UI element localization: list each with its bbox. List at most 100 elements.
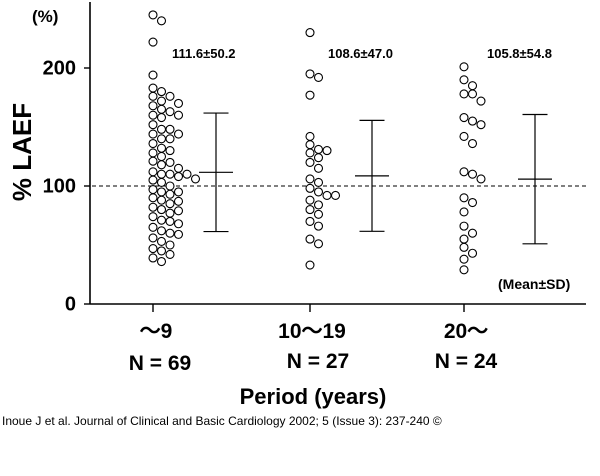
data-point	[148, 167, 158, 177]
data-point	[476, 120, 486, 130]
data-point	[173, 110, 184, 120]
data-point	[459, 131, 469, 141]
data-point	[165, 208, 175, 218]
stat-label: 111.6±50.2	[172, 46, 236, 61]
n-label: N = 27	[287, 350, 349, 373]
data-point	[313, 177, 324, 188]
data-point	[313, 187, 324, 197]
data-point	[173, 98, 184, 108]
data-point	[156, 215, 167, 225]
chart-marks	[148, 10, 552, 275]
data-point	[459, 207, 469, 217]
data-point	[173, 229, 184, 239]
data-point	[313, 209, 324, 219]
data-point	[305, 234, 315, 244]
n-label: N = 69	[129, 352, 191, 375]
data-point	[156, 16, 167, 26]
data-point	[305, 195, 315, 205]
data-point	[148, 212, 158, 222]
data-point	[459, 234, 469, 244]
data-point	[165, 181, 175, 191]
n-label: N = 24	[435, 350, 498, 373]
data-point	[156, 205, 167, 215]
data-point	[156, 195, 167, 205]
data-point	[459, 265, 469, 275]
data-point	[156, 87, 167, 97]
mean-sd-note: (Mean±SD)	[498, 276, 570, 292]
y-axis-label: % LAEF	[7, 103, 37, 201]
data-point	[313, 239, 324, 249]
data-point	[190, 174, 201, 184]
citation: Inoue J et al. Journal of Clinical and B…	[2, 414, 442, 428]
data-point	[156, 169, 167, 179]
data-point	[156, 236, 167, 247]
data-point	[467, 197, 478, 208]
data-point	[305, 216, 315, 226]
data-point	[165, 199, 175, 209]
data-point	[148, 138, 158, 149]
data-point	[148, 148, 158, 158]
data-point	[313, 144, 324, 154]
data-point	[467, 248, 478, 258]
data-point	[305, 157, 315, 167]
data-point	[156, 134, 167, 144]
data-point	[173, 129, 184, 139]
y-axis-unit: (%)	[32, 7, 58, 26]
data-point	[467, 116, 478, 126]
data-point	[148, 129, 158, 139]
data-point	[156, 256, 167, 267]
data-point	[173, 196, 184, 206]
data-point	[322, 146, 332, 156]
data-point	[156, 113, 167, 123]
data-point	[459, 254, 469, 264]
category-label: 10～19	[278, 320, 346, 343]
data-point	[148, 193, 158, 203]
data-point	[313, 221, 324, 231]
data-point	[165, 134, 175, 144]
data-point	[459, 167, 469, 177]
data-point	[305, 174, 315, 184]
data-point	[156, 187, 167, 197]
data-point	[156, 124, 167, 134]
data-point	[156, 160, 167, 170]
data-point	[459, 113, 469, 123]
data-point	[467, 228, 478, 238]
data-point	[305, 205, 315, 215]
data-point	[148, 83, 158, 93]
data-point	[313, 200, 324, 210]
data-point	[313, 163, 324, 173]
data-point	[148, 175, 158, 185]
data-point	[305, 148, 315, 158]
data-point	[313, 72, 324, 82]
data-point	[165, 157, 175, 167]
data-point	[148, 202, 158, 212]
data-point	[165, 107, 175, 117]
data-point	[148, 110, 158, 120]
data-point	[156, 104, 167, 114]
data-point	[182, 169, 192, 179]
data-point	[173, 219, 184, 229]
data-point	[148, 101, 158, 111]
data-point	[305, 260, 315, 270]
data-point	[173, 172, 184, 182]
data-point	[148, 10, 158, 20]
data-point	[165, 189, 175, 199]
data-point	[459, 193, 469, 203]
data-point	[459, 62, 469, 72]
category-label: 20～	[444, 320, 488, 343]
data-point	[156, 96, 167, 106]
data-point	[322, 190, 332, 200]
data-point	[459, 89, 469, 99]
data-point	[165, 228, 175, 238]
data-point	[148, 253, 158, 263]
data-point	[305, 28, 315, 38]
data-point	[156, 177, 167, 188]
data-point	[156, 226, 167, 236]
data-point	[173, 187, 184, 197]
data-point	[459, 221, 469, 231]
data-point	[305, 183, 315, 193]
data-point	[467, 81, 478, 91]
data-point	[165, 216, 175, 226]
data-point	[476, 96, 486, 106]
data-point	[148, 120, 158, 130]
